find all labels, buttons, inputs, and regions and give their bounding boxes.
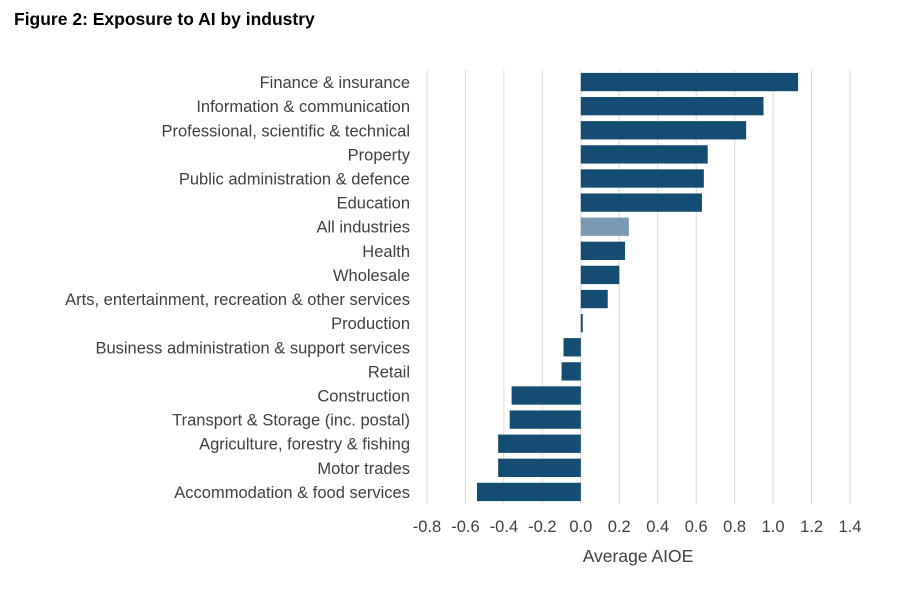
x-axis-ticks: -0.8 -0.6 -0.4 -0.2 0.0 0.2 0.4 0.6 0.8 1.0 1.2 1.4	[413, 518, 862, 536]
gridlines	[426, 70, 851, 504]
category-label: Professional, scientific & technical	[161, 122, 410, 140]
category-label: Property	[348, 146, 411, 164]
x-tick-label: 1.4	[839, 518, 862, 536]
bar	[509, 410, 581, 429]
x-tick-label: 0.4	[646, 518, 669, 536]
bar	[498, 458, 581, 477]
bar	[580, 97, 764, 116]
bar	[580, 314, 583, 333]
category-label: Production	[331, 315, 410, 333]
category-label: Wholesale	[333, 267, 410, 285]
category-label: Agriculture, forestry & fishing	[199, 436, 410, 454]
x-tick-label: 0.8	[723, 518, 746, 536]
figure-title: Figure 2: Exposure to AI by industry	[14, 9, 315, 29]
category-label: Motor trades	[317, 460, 410, 478]
x-tick-label: -0.6	[451, 518, 479, 536]
category-labels: Finance & insurance Information & communi…	[65, 74, 411, 502]
category-label: Public administration & defence	[179, 171, 410, 189]
x-tick-label: 0.2	[608, 518, 631, 536]
bar	[580, 289, 608, 309]
category-label: Information & communication	[196, 98, 410, 116]
x-tick-label: -0.4	[490, 518, 518, 536]
bar	[511, 386, 581, 405]
category-label: Health	[362, 243, 410, 261]
category-label: Accommodation & food services	[174, 484, 410, 502]
x-tick-label: 1.2	[800, 518, 823, 536]
bar	[580, 145, 708, 164]
x-tick-label: 0.0	[569, 518, 592, 536]
category-label: Education	[337, 195, 410, 213]
bars	[476, 72, 799, 502]
bar	[580, 121, 747, 140]
category-label: Arts, entertainment, recreation & other …	[65, 291, 410, 309]
x-axis-title: Average AIOE	[583, 546, 694, 566]
category-label: Transport & Storage (inc. postal)	[172, 412, 410, 430]
bar	[580, 241, 626, 260]
bar	[580, 265, 620, 285]
category-label: Retail	[368, 363, 410, 381]
bar	[563, 338, 581, 357]
x-tick-label: -0.2	[528, 518, 556, 536]
category-label: Construction	[317, 388, 410, 406]
bar	[580, 193, 702, 212]
x-tick-label: -0.8	[413, 518, 441, 536]
bar	[498, 434, 581, 453]
category-label: All industries	[316, 219, 410, 237]
x-tick-label: 0.6	[685, 518, 708, 536]
category-label: Business administration & support servic…	[95, 339, 410, 357]
bar	[580, 72, 799, 92]
x-tick-label: 1.0	[762, 518, 785, 536]
bar	[580, 217, 629, 236]
bar	[476, 482, 581, 502]
category-label: Finance & insurance	[260, 74, 410, 92]
bar	[561, 362, 581, 381]
bar	[580, 169, 704, 188]
